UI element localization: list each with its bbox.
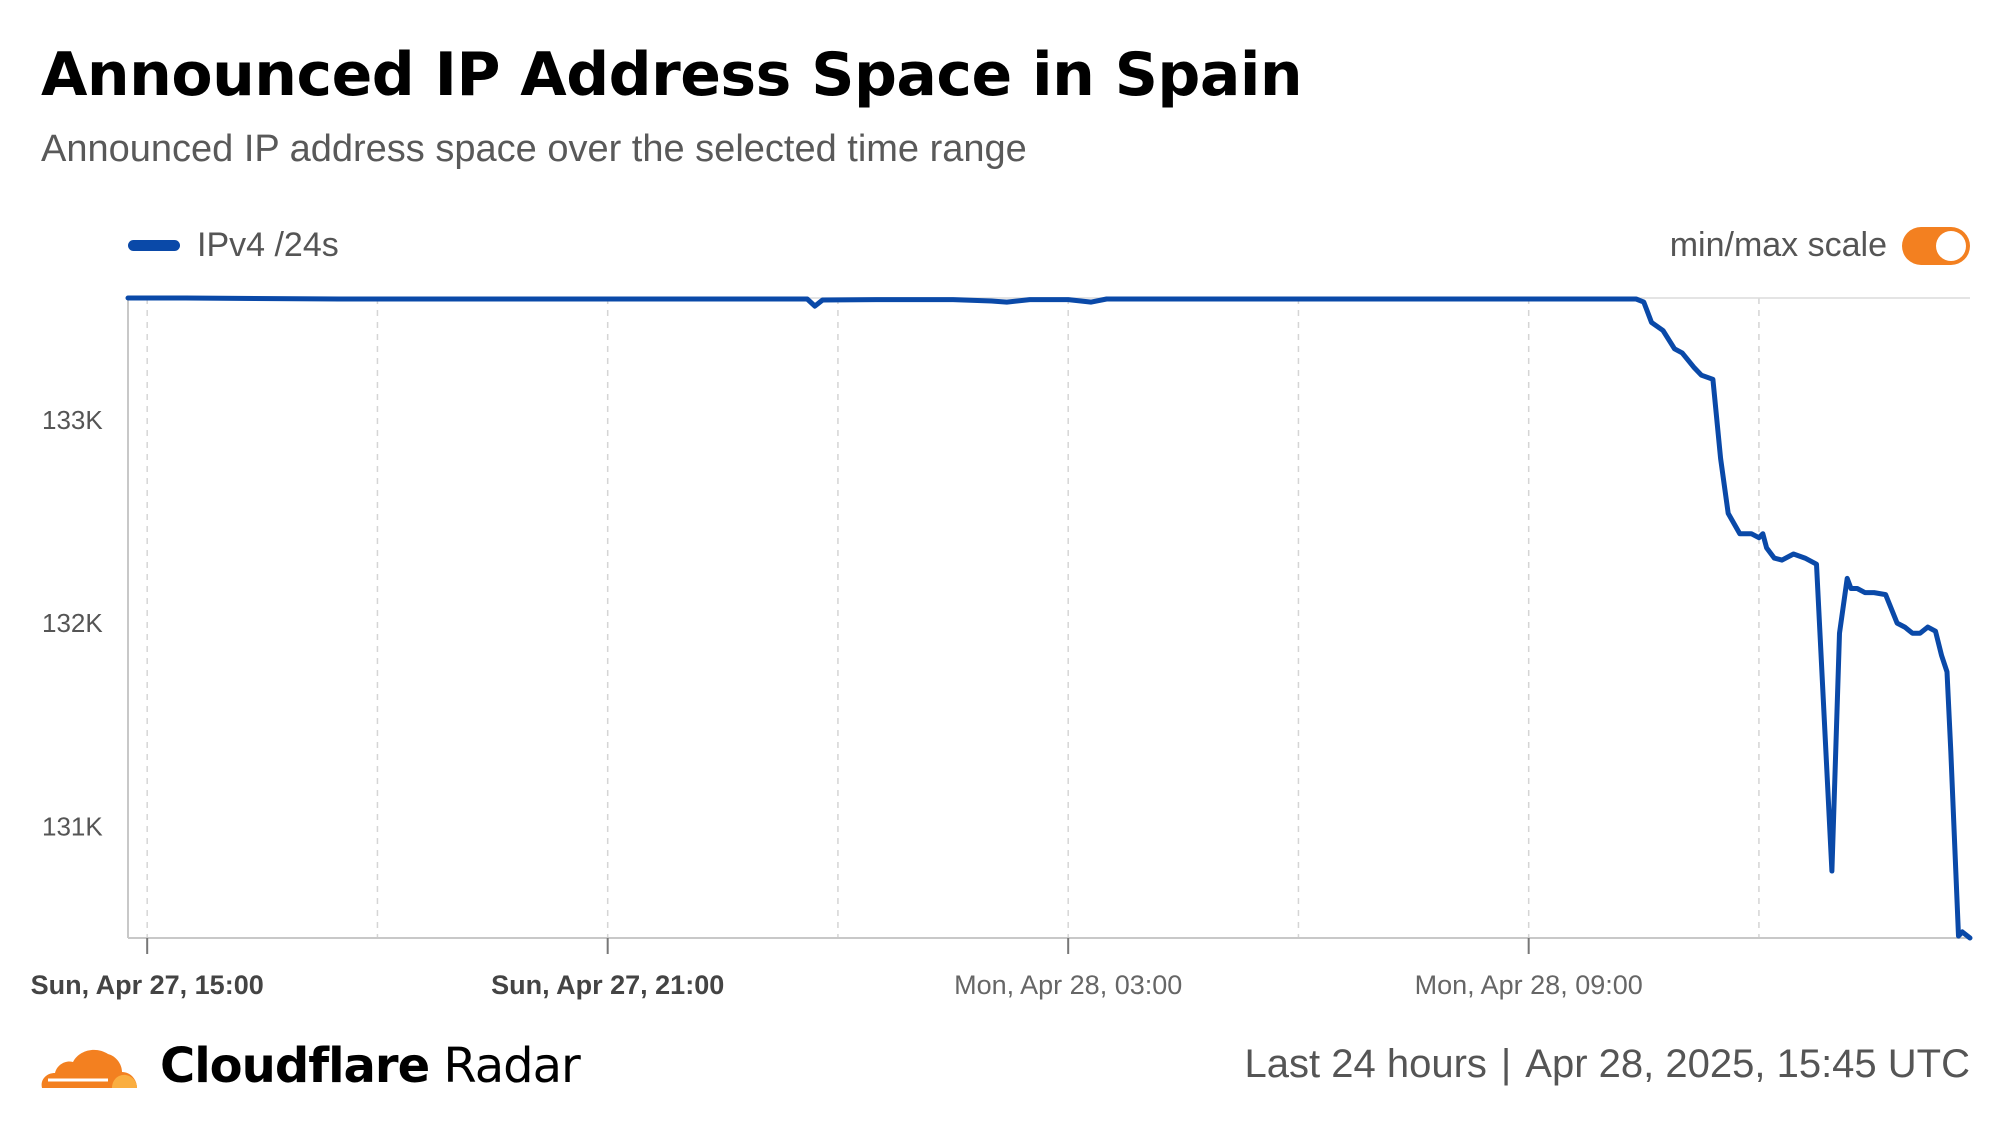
legend-swatch-ipv4 (128, 240, 180, 251)
cloudflare-radar-brand: Cloudflare Radar (38, 1038, 581, 1094)
timestamp-label: Apr 28, 2025, 15:45 UTC (1525, 1042, 1970, 1086)
brand-name-strong: Cloudflare (160, 1038, 430, 1094)
toggle-knob (1936, 230, 1966, 261)
scale-toggle-label: min/max scale (1669, 226, 1887, 264)
y-tick-label: 132K (42, 608, 103, 638)
chart-legend[interactable]: IPv4 /24s (128, 226, 339, 265)
chart-title: Announced IP Address Space in Spain (41, 40, 1303, 110)
x-tick-label: Mon, Apr 28, 09:00 (1415, 970, 1643, 1000)
x-tick-label: Sun, Apr 27, 21:00 (491, 970, 724, 1000)
line-chart: 131K 132K 133K Sun, Apr 27, 15:00 Sun, Apr 2… (31, 295, 1973, 1000)
series-line-ipv4 (125, 295, 1973, 941)
brand-name: Cloudflare Radar (160, 1038, 581, 1094)
time-range-label: Last 24 hours (1244, 1042, 1487, 1086)
brand-name-light: Radar (443, 1038, 580, 1094)
y-tick-label: 131K (42, 811, 103, 841)
cloudflare-cloud-icon (41, 1049, 138, 1088)
x-tick-label: Mon, Apr 28, 03:00 (954, 970, 1182, 1000)
y-tick-label: 133K (42, 405, 103, 435)
scale-toggle-group: min/max scale (1670, 226, 1970, 265)
footer-separator: | (1500, 1042, 1512, 1086)
footer-meta: Last 24 hours | Apr 28, 2025, 15:45 UTC (1245, 1042, 1971, 1087)
chart-subtitle: Announced IP address space over the sele… (41, 128, 1027, 170)
x-tick-label: Sun, Apr 27, 15:00 (31, 970, 264, 1000)
legend-label-ipv4: IPv4 /24s (197, 226, 339, 264)
min-max-scale-toggle[interactable] (1902, 226, 1970, 265)
